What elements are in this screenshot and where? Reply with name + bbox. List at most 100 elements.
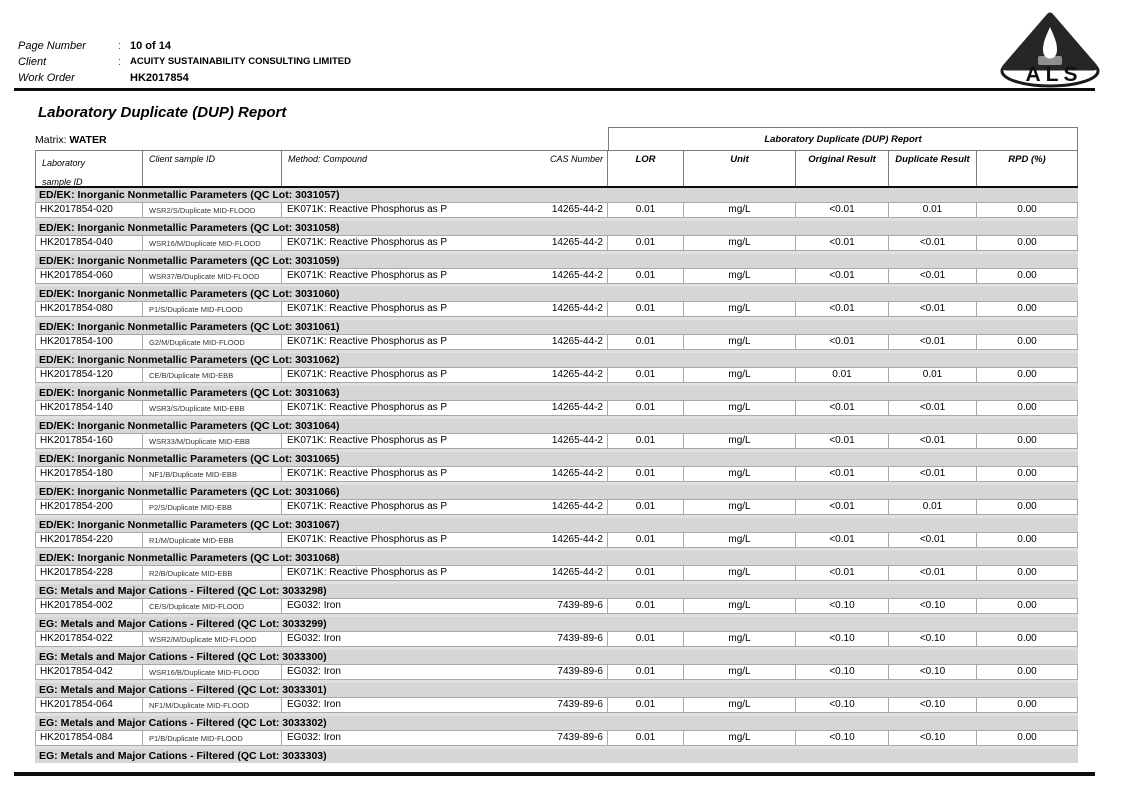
table-row: HK2017854-200 P2/S/Duplicate MID-EBB EK0… [35,499,1078,515]
client-sample-id-cell: CE/S/Duplicate MID-FLOOD [143,599,282,613]
work-order-label: Work Order [18,72,75,84]
row-gap [35,581,1078,584]
row-gap [35,746,1078,749]
table-row: HK2017854-120 CE/B/Duplicate MID-EBB EK0… [35,367,1078,383]
qc-section: EG: Metals and Major Cations - Filtered … [35,617,1078,650]
section-header-label: ED/EK: Inorganic Nonmetallic Parameters … [39,189,340,201]
rpd-cell: 0.00 [977,203,1078,217]
lab-sample-id: HK2017854-064 [40,699,113,710]
rpd-cell: 0.00 [977,665,1078,679]
original-result-cell: <0.01 [796,203,889,217]
unit-cell: mg/L [684,632,796,646]
qc-section: EG: Metals and Major Cations - Filtered … [35,584,1078,617]
col-laboratory-line1: Laboratory [42,158,86,168]
duplicate-result-cell: <0.10 [889,698,977,712]
lab-sample-id-cell: HK2017854-120 [35,368,143,382]
section-header: EG: Metals and Major Cations - Filtered … [35,683,1078,697]
lor-cell: 0.01 [608,236,684,250]
footer-divider-line [14,772,1095,776]
lab-sample-id-cell: HK2017854-100 [35,335,143,349]
original-result-cell: <0.01 [796,302,889,316]
duplicate-result-cell: <0.10 [889,632,977,646]
col-laboratory-sample-id: Laboratory sample ID [35,151,143,187]
client-sample-id-cell: WSR3/S/Duplicate MID-EBB [143,401,282,415]
row-gap [35,647,1078,650]
rpd-cell: 0.00 [977,599,1078,613]
unit-cell: mg/L [684,698,796,712]
qc-section: EG: Metals and Major Cations - Filtered … [35,749,1078,763]
col-method-compound: Method: Compound [288,154,368,164]
section-header: ED/EK: Inorganic Nonmetallic Parameters … [35,386,1078,400]
section-header: ED/EK: Inorganic Nonmetallic Parameters … [35,485,1078,499]
duplicate-result-cell: <0.10 [889,599,977,613]
row-gap [35,680,1078,683]
method-compound: EK071K: Reactive Phosphorus as P [287,369,448,380]
table-row: HK2017854-100 G2/M/Duplicate MID-FLOOD E… [35,334,1078,350]
col-method-cas: Method: Compound CAS Number [282,151,608,186]
unit-cell: mg/L [684,203,796,217]
table-row: HK2017854-020 WSR2/S/Duplicate MID-FLOOD… [35,202,1078,218]
original-result-cell: <0.01 [796,566,889,580]
row-gap [35,350,1078,353]
rpd-cell: 0.00 [977,335,1078,349]
section-header-label: ED/EK: Inorganic Nonmetallic Parameters … [39,222,340,234]
rpd-cell: 0.00 [977,269,1078,283]
work-order-value: HK2017854 [130,72,189,84]
section-header: EG: Metals and Major Cations - Filtered … [35,650,1078,664]
lab-sample-id-cell: HK2017854-080 [35,302,143,316]
section-header-label: ED/EK: Inorganic Nonmetallic Parameters … [39,519,340,531]
section-header-label: EG: Metals and Major Cations - Filtered … [39,717,327,729]
duplicate-result-cell: <0.10 [889,665,977,679]
rpd-cell: 0.00 [977,698,1078,712]
method-cas-cell: EK071K: Reactive Phosphorus as P 14265-4… [282,533,608,547]
lab-sample-id-cell: HK2017854-180 [35,467,143,481]
lor-cell: 0.01 [608,335,684,349]
method-cas-cell: EK071K: Reactive Phosphorus as P 14265-4… [282,467,608,481]
table-row: HK2017854-180 NF1/B/Duplicate MID-EBB EK… [35,466,1078,482]
method-compound: EK071K: Reactive Phosphorus as P [287,336,448,347]
lab-sample-id-cell: HK2017854-020 [35,203,143,217]
original-result-cell: <0.10 [796,698,889,712]
qc-section: ED/EK: Inorganic Nonmetallic Parameters … [35,452,1078,485]
table-row: HK2017854-084 P1/B/Duplicate MID-FLOOD E… [35,730,1078,746]
col-unit: Unit [684,151,796,186]
duplicate-result-cell: <0.01 [889,236,977,250]
client-sample-id-cell: P1/S/Duplicate MID-FLOOD [143,302,282,316]
row-gap [35,317,1078,320]
qc-section: ED/EK: Inorganic Nonmetallic Parameters … [35,518,1078,551]
client-sample-id: NF1/B/Duplicate MID-EBB [149,470,237,479]
method-cas-cell: EK071K: Reactive Phosphorus as P 14265-4… [282,401,608,415]
method-cas-cell: EK071K: Reactive Phosphorus as P 14265-4… [282,368,608,382]
lab-sample-id-cell: HK2017854-200 [35,500,143,514]
method-cas-cell: EG032: Iron 7439-89-6 [282,665,608,679]
cas-number: 7439-89-6 [557,666,603,677]
method-compound: EG032: Iron [287,633,341,644]
section-header-label: ED/EK: Inorganic Nonmetallic Parameters … [39,420,340,432]
qc-section: EG: Metals and Major Cations - Filtered … [35,650,1078,683]
lor-cell: 0.01 [608,434,684,448]
original-result-cell: <0.01 [796,269,889,283]
cas-number: 14265-44-2 [551,501,603,512]
page-header-block: Page Number : 10 of 14 Client : ACUITY S… [18,38,618,86]
table-row: HK2017854-022 WSR2/M/Duplicate MID-FLOOD… [35,631,1078,647]
lab-sample-id: HK2017854-100 [40,336,113,347]
unit-cell: mg/L [684,434,796,448]
qc-section: EG: Metals and Major Cations - Filtered … [35,716,1078,749]
row-gap [35,284,1078,287]
col-lor: LOR [608,151,684,186]
cas-number: 14265-44-2 [551,237,603,248]
duplicate-result-cell: <0.01 [889,434,977,448]
unit-cell: mg/L [684,269,796,283]
lab-sample-id: HK2017854-180 [40,468,113,479]
lab-sample-id: HK2017854-080 [40,303,113,314]
original-result-cell: <0.10 [796,731,889,745]
method-cas-cell: EG032: Iron 7439-89-6 [282,632,608,646]
unit-cell: mg/L [684,533,796,547]
section-header: EG: Metals and Major Cations - Filtered … [35,716,1078,730]
row-gap [35,251,1078,254]
method-compound: EK071K: Reactive Phosphorus as P [287,501,448,512]
col-rpd: RPD (%) [977,151,1078,186]
client-sample-id: WSR16/M/Duplicate MID-FLOOD [149,239,261,248]
lab-sample-id: HK2017854-220 [40,534,113,545]
client-sample-id-cell: NF1/B/Duplicate MID-EBB [143,467,282,481]
